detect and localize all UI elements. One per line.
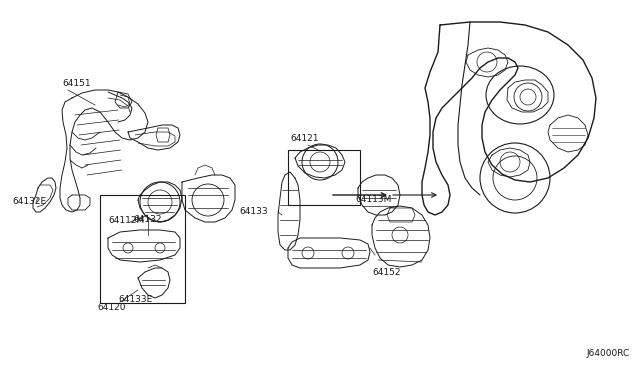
Text: J64000RC: J64000RC [587,349,630,358]
Text: 64133: 64133 [239,208,268,217]
Text: 64133E: 64133E [118,295,152,304]
Text: 64151: 64151 [62,79,91,88]
Text: 64113M: 64113M [355,196,392,205]
Text: 64121: 64121 [290,134,319,143]
Text: 64132: 64132 [133,215,161,224]
Text: 64132E: 64132E [12,198,46,206]
Text: 64112M: 64112M [108,216,144,225]
Text: 64120: 64120 [98,303,126,312]
Text: 64152: 64152 [372,268,401,277]
Bar [100,195,185,303]
Bar [288,150,360,205]
